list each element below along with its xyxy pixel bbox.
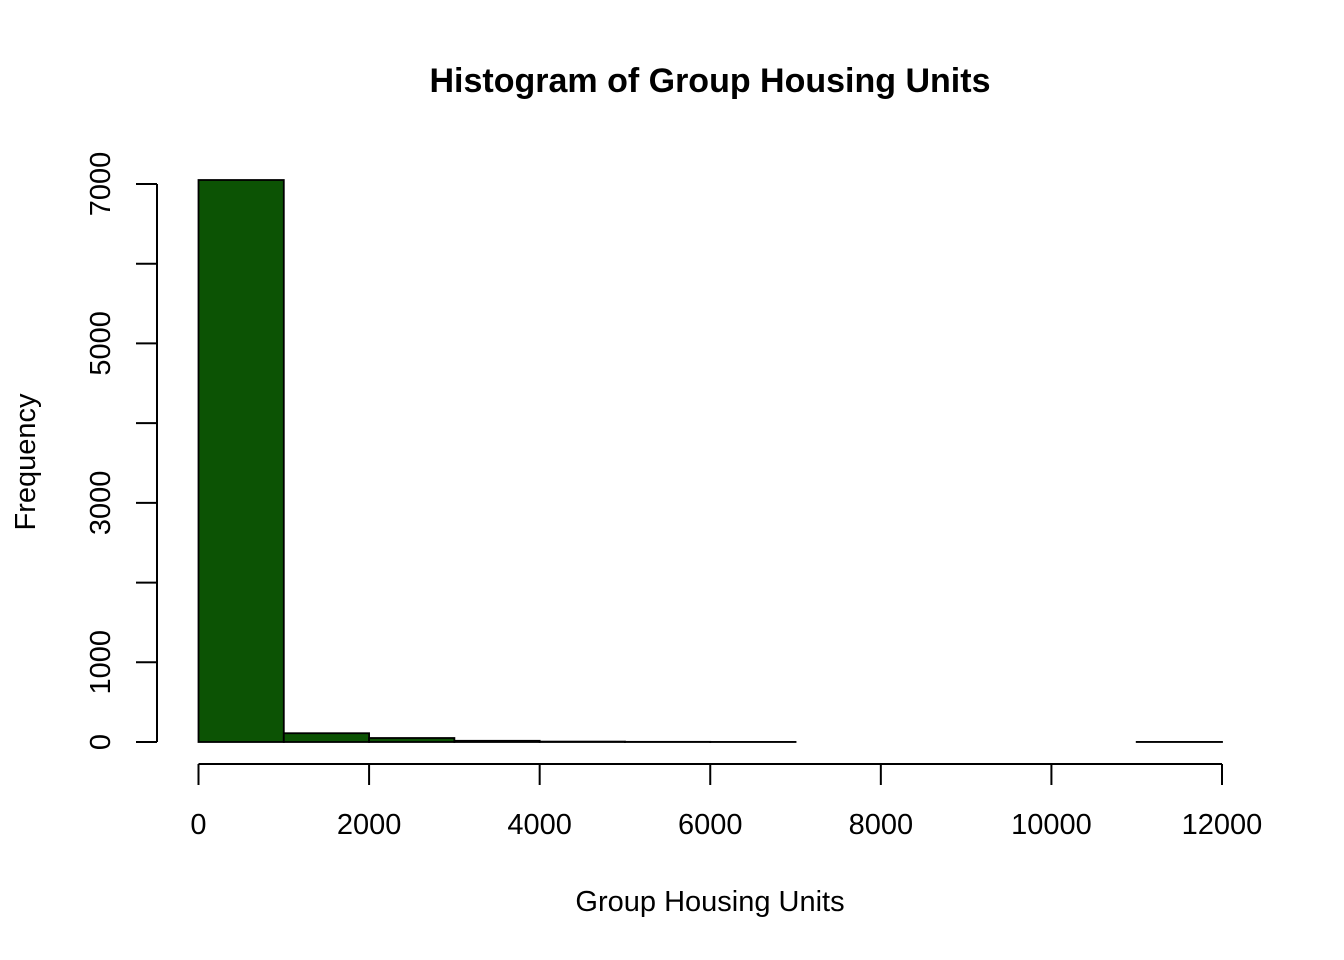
bars-group	[197, 179, 1223, 743]
y-axis-label: Frequency	[10, 393, 42, 531]
y-tick-label: 5000	[85, 311, 117, 376]
y-axis: 0 1000 3000 5000 7000	[85, 152, 158, 750]
x-tick-label: 4000	[507, 809, 572, 841]
y-tick-label: 3000	[85, 471, 117, 536]
y-tick-label: 7000	[85, 152, 117, 217]
x-tick-label: 8000	[849, 809, 914, 841]
x-tick-label: 2000	[337, 809, 402, 841]
chart-title: Histogram of Group Housing Units	[430, 62, 991, 100]
y-tick-label: 1000	[85, 630, 117, 695]
histogram-bar-0	[197, 179, 285, 743]
x-axis-label: Group Housing Units	[575, 886, 844, 918]
x-tick-label: 10000	[1011, 809, 1092, 841]
histogram-bar-2	[368, 737, 456, 743]
x-tick-label: 6000	[678, 809, 743, 841]
histogram-bar-3	[453, 739, 541, 743]
x-axis: 0 2000 4000 6000 8000 10000 12000	[190, 763, 1263, 841]
histogram-bar-1	[282, 732, 370, 743]
y-tick-label: 0	[85, 734, 117, 750]
x-tick-label: 12000	[1182, 809, 1263, 841]
x-tick-label: 0	[190, 809, 206, 841]
